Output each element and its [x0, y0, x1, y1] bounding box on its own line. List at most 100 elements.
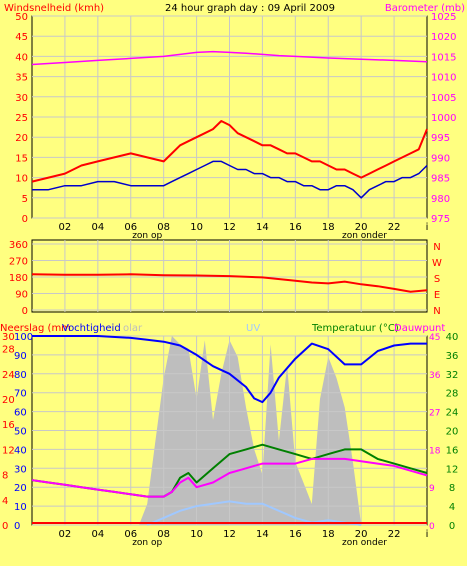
- wind-x-tick-16: 16: [289, 222, 302, 233]
- wind-y-tick-6: 30: [15, 93, 28, 104]
- series-uv-line: [146, 500, 362, 526]
- wind-x-tick-10: 10: [190, 222, 203, 233]
- compass-label-4: N: [433, 306, 440, 317]
- barometer-y-tick-7: 1010: [431, 73, 456, 84]
- series-dauwpunt-line: [31, 457, 428, 498]
- humidity-y-tick-1: 10: [14, 502, 27, 513]
- rain-y-tick-2: 4: [2, 496, 8, 507]
- series-gust-line: [32, 160, 428, 199]
- rain-y-tick-0: 0: [2, 521, 8, 532]
- wind-y-tick-7: 35: [15, 73, 28, 84]
- climate-x-tick-20: 20: [355, 529, 368, 540]
- humidity-label: Vochtigheid: [62, 323, 121, 334]
- temperature-label: Temperatuur (°C): [311, 323, 399, 334]
- temperature-y-tick-4: 16: [446, 445, 459, 456]
- rain-y-tick-14: 28: [2, 345, 15, 356]
- humidity-y-tick-7: 70: [14, 389, 27, 400]
- barometer-y-tick-0: 975: [431, 214, 450, 225]
- wind-x-tick-12: 12: [223, 222, 236, 233]
- solar-label: olar: [123, 323, 143, 334]
- climate-x-tick-end: i: [426, 529, 429, 540]
- rain-y-tick-6: 12: [2, 445, 15, 456]
- wind-y-tick-0: 0: [22, 214, 28, 225]
- direction-y-tick-4: 0: [22, 306, 28, 317]
- direction-y-tick-1: 270: [9, 257, 28, 268]
- wind-y-tick-1: 5: [22, 194, 28, 205]
- temperature-y-tick-5: 20: [446, 427, 459, 438]
- rain-y-tick-8: 16: [2, 420, 15, 431]
- wind-x-tick-20: 20: [355, 222, 368, 233]
- humidity-y-tick-9: 90: [14, 351, 27, 362]
- solar-y-tick-9: 27: [429, 409, 440, 419]
- temperature-y-tick-1: 4: [449, 502, 455, 513]
- series-windsnelheid-kmh--line: [31, 120, 428, 183]
- compass-label-3: E: [434, 290, 440, 301]
- direction-y-tick-3: 90: [15, 290, 28, 301]
- climate-x-tick-08: 08: [157, 529, 170, 540]
- solar-y-tick-12: 36: [429, 371, 441, 381]
- solar-y-tick-3: 9: [429, 484, 435, 494]
- climate-x-tick-06: 06: [124, 529, 137, 540]
- rain-y-tick-4: 8: [2, 471, 8, 482]
- direction-y-tick-2: 180: [9, 273, 28, 284]
- wind-x-tick-08: 08: [157, 222, 170, 233]
- rain-y-tick-15: 30: [2, 332, 15, 343]
- humidity-y-tick-3: 30: [14, 464, 27, 475]
- barometer-y-tick-1: 980: [431, 194, 450, 205]
- solar-y-tick-6: 18: [429, 446, 441, 456]
- uv-label: UV: [246, 323, 260, 334]
- barometer-y-tick-4: 995: [431, 133, 450, 144]
- wind-y-tick-3: 15: [15, 153, 28, 164]
- series-barometer-mb--line: [31, 50, 428, 66]
- temperature-y-tick-9: 36: [446, 351, 459, 362]
- dewpoint-label: Dauwpunt: [394, 323, 445, 334]
- climate-sunset-label: zon onder: [342, 538, 387, 548]
- temperature-y-tick-0: 0: [449, 521, 455, 532]
- wind-sunset-label: zon onder: [342, 231, 387, 241]
- rain-y-tick-12: 24: [2, 370, 15, 381]
- wind-y-tick-5: 25: [15, 113, 28, 124]
- humidity-y-tick-8: 80: [14, 370, 27, 381]
- barometer-y-tick-9: 1020: [431, 32, 456, 43]
- humidity-y-tick-2: 20: [14, 483, 27, 494]
- humidity-y-tick-5: 50: [14, 427, 27, 438]
- solar-y-tick-15: 45: [429, 333, 440, 343]
- wind-x-tick-14: 14: [256, 222, 269, 233]
- direction-y-tick-0: 360: [9, 240, 28, 251]
- humidity-y-tick-6: 60: [14, 408, 27, 419]
- temperature-y-tick-7: 28: [446, 389, 459, 400]
- wind-x-tick-02: 02: [59, 222, 72, 233]
- chart-title: 24 hour graph day : 09 April 2009: [165, 3, 335, 14]
- wind-sunrise-label: zon op: [132, 231, 162, 241]
- humidity-y-tick-10: 100: [14, 332, 33, 343]
- compass-label-1: W: [432, 258, 442, 269]
- climate-x-tick-12: 12: [223, 529, 236, 540]
- humidity-y-tick-4: 40: [14, 445, 27, 456]
- wind-y-tick-9: 45: [15, 32, 28, 43]
- series-wind-direction-line: [31, 273, 428, 293]
- plot-layer: 0510152025303540455097598098599099510001…: [2, 12, 458, 548]
- wind-axis-title: Windsnelheid (kmh): [4, 3, 104, 14]
- barometer-y-tick-2: 985: [431, 174, 450, 185]
- wind-x-tick-18: 18: [322, 222, 335, 233]
- wind-y-tick-2: 10: [15, 174, 28, 185]
- climate-x-tick-16: 16: [289, 529, 302, 540]
- barometer-y-tick-3: 990: [431, 153, 450, 164]
- temperature-y-tick-10: 40: [446, 332, 459, 343]
- climate-x-tick-18: 18: [322, 529, 335, 540]
- series-vochtigheid-line: [32, 335, 427, 404]
- temperature-y-tick-8: 32: [446, 370, 459, 381]
- barometer-y-tick-10: 1025: [431, 12, 456, 23]
- humidity-y-tick-0: 0: [14, 521, 20, 532]
- climate-x-tick-02: 02: [59, 529, 72, 540]
- wind-y-tick-4: 20: [15, 133, 28, 144]
- solar-y-tick-0: 0: [429, 522, 435, 532]
- climate-sunrise-label: zon op: [132, 538, 162, 548]
- climate-x-tick-22: 22: [388, 529, 401, 540]
- temperature-y-tick-6: 24: [446, 408, 459, 419]
- barometer-y-tick-5: 1000: [431, 113, 456, 124]
- climate-x-tick-04: 04: [91, 529, 104, 540]
- wind-x-tick-06: 06: [124, 222, 137, 233]
- compass-label-2: S: [434, 274, 440, 285]
- rain-label: Neerslag (mm: [0, 323, 71, 334]
